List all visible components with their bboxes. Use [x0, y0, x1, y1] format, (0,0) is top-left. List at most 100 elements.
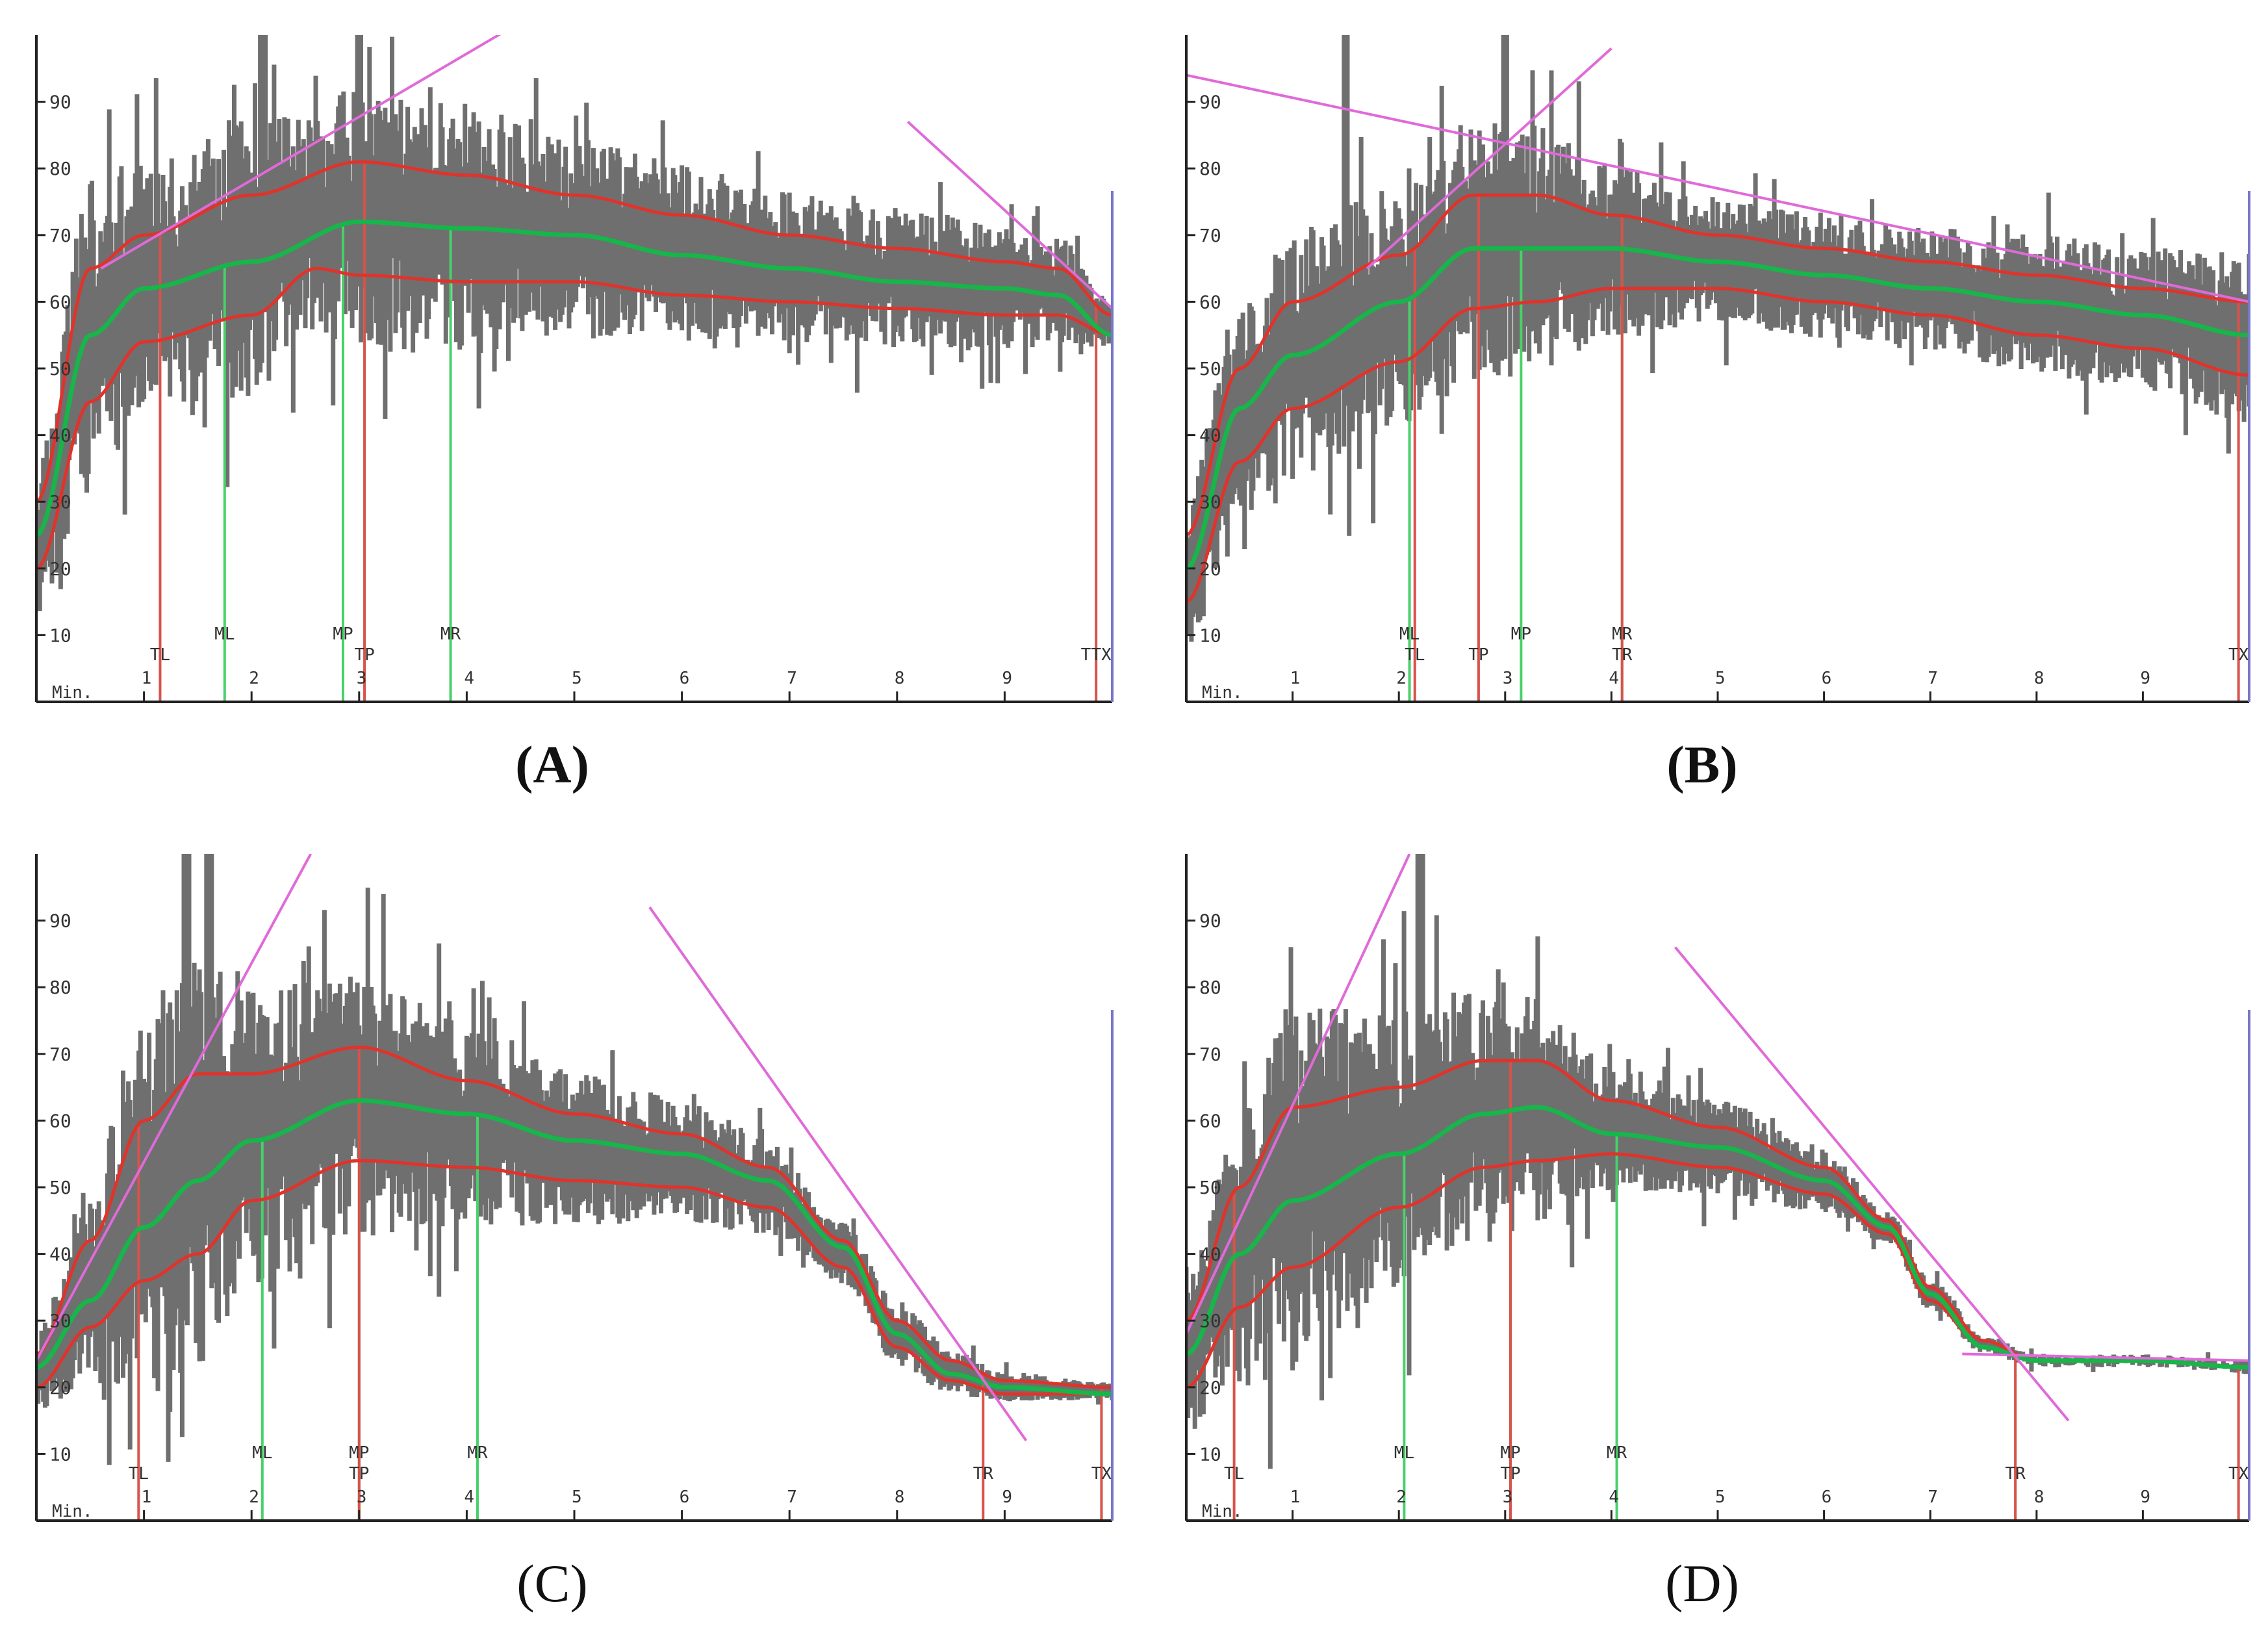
raw-signal-trace — [1186, 854, 2249, 1469]
marker-label-ml: ML — [1394, 1443, 1414, 1463]
mean-line — [1186, 1105, 2249, 1370]
mean-line — [1186, 246, 2249, 571]
marker-label-tr: TR — [2005, 1464, 2026, 1484]
tangent-line-2 — [1674, 946, 2070, 1422]
mean-line — [36, 219, 1112, 537]
y-tick-label-60: 60 — [49, 1110, 71, 1131]
y-tick-label-50: 50 — [1199, 1177, 1221, 1198]
tangent-line-1 — [36, 854, 312, 1361]
marker-label-ml: ML — [252, 1443, 272, 1463]
marker-label-tx: TX — [2228, 1464, 2249, 1484]
upper-envelope-line — [1186, 193, 2249, 537]
x-tick-label-9: 9 — [2140, 669, 2150, 688]
x-tick-label-1: 1 — [1290, 669, 1301, 688]
marker-label-mr: MR — [1607, 1443, 1627, 1463]
marker-label-ml: ML — [214, 624, 235, 644]
x-axis-label: Min. — [1202, 1502, 1243, 1521]
mean-line — [36, 1098, 1112, 1397]
x-tick-label-9: 9 — [2140, 1487, 2150, 1507]
y-tick-label-90: 90 — [49, 92, 71, 113]
y-tick-label-80: 80 — [1199, 158, 1221, 179]
x-tick-label-1: 1 — [142, 669, 152, 688]
x-tick-label-6: 6 — [680, 1487, 690, 1507]
plot-area — [36, 35, 1112, 702]
plot-area — [1186, 854, 2249, 1521]
x-tick-label-5: 5 — [1715, 669, 1726, 688]
y-tick-label-90: 90 — [49, 910, 71, 932]
y-tick-label-10: 10 — [49, 1443, 71, 1465]
marker-label-tl: TL — [129, 1464, 149, 1484]
y-tick-label-30: 30 — [1199, 1310, 1221, 1332]
y-tick-label-20: 20 — [49, 1377, 71, 1398]
x-tick-label-2: 2 — [249, 669, 259, 688]
plot-area — [36, 854, 1112, 1521]
y-tick-label-60: 60 — [1199, 1110, 1221, 1131]
x-tick-label-5: 5 — [572, 669, 582, 688]
marker-label-mp: MP — [333, 624, 353, 644]
raw-signal-trace — [36, 35, 1112, 612]
y-tick-label-20: 20 — [1199, 558, 1221, 580]
y-tick-label-10: 10 — [1199, 1443, 1221, 1465]
plot-area — [1186, 35, 2249, 702]
y-tick-label-20: 20 — [49, 558, 71, 580]
y-tick-label-20: 20 — [1199, 1377, 1221, 1398]
y-tick-label-70: 70 — [1199, 225, 1221, 246]
x-tick-label-8: 8 — [2034, 1487, 2045, 1507]
x-tick-label-8: 8 — [895, 669, 905, 688]
y-tick-label-40: 40 — [1199, 1244, 1221, 1265]
marker-label-tl: TL — [1405, 645, 1425, 665]
marker-label-tr: TR — [1612, 645, 1633, 665]
x-tick-label-7: 7 — [1928, 669, 1938, 688]
chart-a-caption: (A) — [515, 735, 589, 794]
y-tick-label-40: 40 — [1199, 425, 1221, 446]
tangent-line-2 — [648, 906, 1028, 1442]
marker-label-tr: TR — [973, 1464, 994, 1484]
x-tick-label-4: 4 — [464, 1487, 474, 1507]
tangent-line-2 — [907, 120, 1112, 310]
chart-panel-d: 10 20 30 40 50 60 70 80 90 1 2 3 4 5 6 7 8 9 Min. TL ML MP TP M… — [1176, 845, 2254, 1534]
y-tick-label-50: 50 — [49, 358, 71, 380]
marker-label-tl: TL — [1224, 1464, 1244, 1484]
marker-label-mp: MP — [1500, 1443, 1520, 1463]
marker-label-tp: TP — [354, 645, 374, 665]
x-tick-label-2: 2 — [249, 1487, 259, 1507]
x-axis-label: Min. — [52, 1502, 93, 1521]
tangent-line-3 — [1962, 1352, 2249, 1362]
x-tick-label-3: 3 — [357, 669, 367, 688]
marker-label-mp: MP — [349, 1443, 369, 1463]
raw-signal-trace — [1186, 35, 2249, 642]
x-tick-label-4: 4 — [1609, 669, 1619, 688]
marker-label-tx: TX — [1091, 1464, 1112, 1484]
y-tick-label-60: 60 — [1199, 291, 1221, 313]
x-tick-label-6: 6 — [1822, 669, 1832, 688]
y-tick-label-50: 50 — [49, 1177, 71, 1198]
chart-panel-c: 10 20 30 40 50 60 70 80 90 1 2 3 4 5 6 7 8 9 Min. TL ML MP TP M… — [26, 845, 1117, 1534]
y-tick-label-40: 40 — [49, 1244, 71, 1265]
x-tick-label-6: 6 — [1822, 1487, 1832, 1507]
marker-label-tp: TP — [1468, 645, 1488, 665]
marker-label-mr: MR — [440, 624, 461, 644]
lower-envelope-line — [36, 266, 1112, 570]
marker-label-tp: TP — [349, 1464, 369, 1484]
marker-label-mr: MR — [1612, 624, 1633, 644]
x-tick-label-2: 2 — [1396, 1487, 1407, 1507]
tangent-line-1 — [1186, 73, 2249, 303]
chart-panel-a: 10 20 30 40 50 60 70 80 90 1 2 3 4 5 6 7 8 9 Min. TL ML MP TP M… — [26, 26, 1117, 715]
y-tick-label-40: 40 — [49, 425, 71, 446]
y-tick-label-70: 70 — [1199, 1044, 1221, 1065]
tangent-line-2 — [1366, 47, 1612, 270]
y-tick-label-90: 90 — [1199, 910, 1221, 932]
marker-label-ml: ML — [1399, 624, 1420, 644]
x-tick-label-8: 8 — [2034, 669, 2045, 688]
x-tick-label-5: 5 — [572, 1487, 582, 1507]
y-tick-label-70: 70 — [49, 1044, 71, 1065]
chart-b-caption: (B) — [1666, 735, 1738, 794]
chart-d-caption: (D) — [1665, 1554, 1739, 1613]
y-tick-label-80: 80 — [1199, 977, 1221, 998]
x-tick-label-7: 7 — [787, 1487, 797, 1507]
chart-panel-b: 10 20 30 40 50 60 70 80 90 1 2 3 4 5 6 7 8 9 Min. ML TL TP MP M… — [1176, 26, 2254, 715]
marker-label-mr: MR — [467, 1443, 488, 1463]
tangent-line-1 — [100, 35, 502, 270]
